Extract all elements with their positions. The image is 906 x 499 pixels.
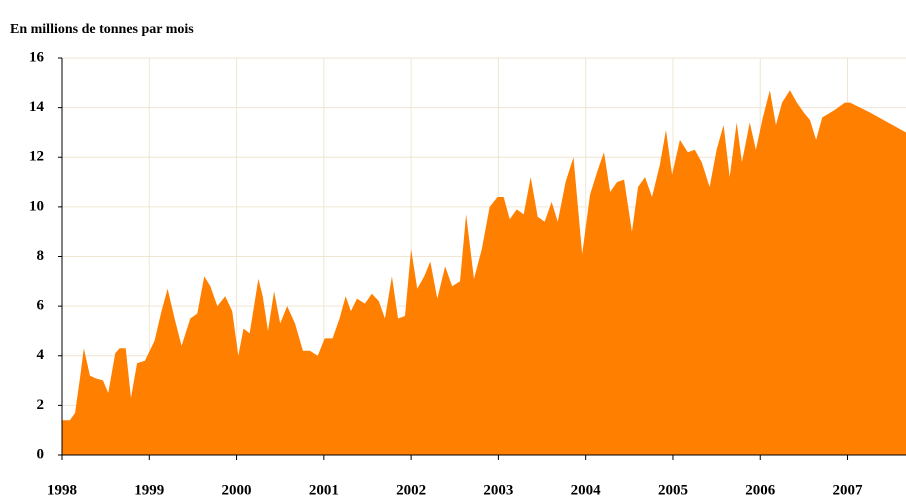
y-tick-label: 2: [37, 397, 45, 413]
y-tick-label: 14: [29, 99, 45, 115]
y-tick-label: 16: [29, 49, 45, 65]
axes: 0 2 4 6 8 10 12 14 16 1998 1999 2000 2001 2002 2003 200…: [29, 49, 906, 498]
area: [62, 90, 906, 455]
x-tick-label: 2003: [483, 482, 513, 498]
x-tick-label: 2006: [745, 482, 776, 498]
y-tick-label: 12: [29, 149, 44, 165]
y-tick-label: 6: [37, 298, 45, 314]
y-tick-label: 0: [37, 446, 45, 462]
y-tick-label: 10: [29, 198, 44, 214]
x-tick-label: 2000: [222, 482, 252, 498]
chart-title: En millions de tonnes par mois: [10, 22, 194, 37]
x-tick-label: 2005: [658, 482, 688, 498]
x-tick-label: 1999: [134, 482, 164, 498]
x-tick-label: 2001: [309, 482, 339, 498]
x-tick-label: 2004: [571, 482, 602, 498]
y-tick-label: 8: [37, 248, 45, 264]
x-tick-label: 2002: [396, 482, 426, 498]
x-tick-label: 2007: [833, 482, 864, 498]
y-tick-label: 4: [37, 347, 45, 363]
x-tick-label: 1998: [47, 482, 77, 498]
area-layer: [62, 90, 906, 455]
